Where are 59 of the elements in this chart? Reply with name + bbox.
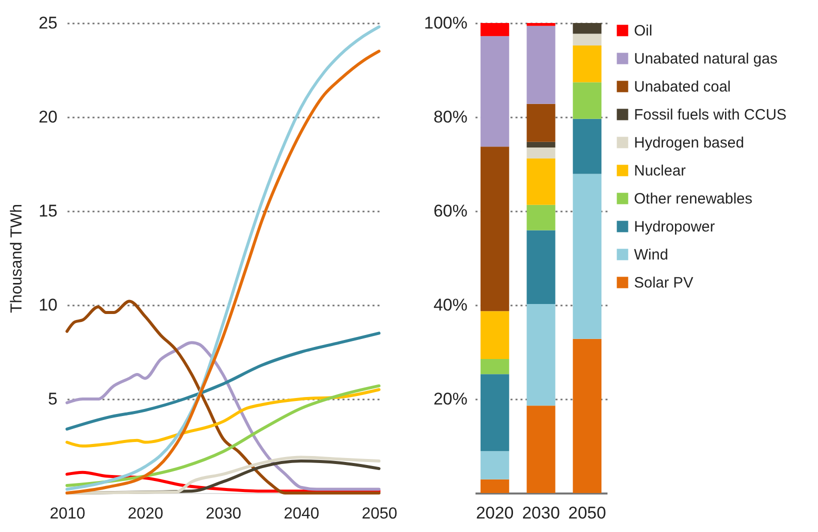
x-tick-label: 2040 [284,506,320,522]
legend-label: Nuclear [634,162,686,180]
bar [480,146,510,312]
legend-label: Unabated coal [634,78,731,96]
bar [526,406,556,493]
y-tick-label: 15 [38,202,58,220]
bar [480,311,510,360]
bar [526,26,556,104]
x-tick-label: 2020 [128,506,164,522]
y-axis-title: Thousand TWh [8,204,26,314]
bar [572,174,602,339]
bar [526,142,556,148]
x-tick-label: 2010 [50,506,86,522]
bar [480,374,510,452]
legend-label: Hydrogen based [634,134,744,152]
bar [526,158,556,205]
y-tick-label: 100% [424,14,468,32]
y-tick-label: 20% [433,390,468,408]
bar [526,23,556,26]
bar [526,304,556,406]
y-tick-label: 80% [433,108,468,126]
bar [526,148,556,158]
line-series [66,300,380,494]
y-tick-label: 5 [48,390,58,408]
line-series [66,388,380,448]
x-tick-label: 2030 [522,504,560,522]
bar [526,104,556,142]
legend-label: Other renewables [634,190,752,208]
legend-label: Hydropower [634,218,715,236]
legend-label: Oil [634,22,652,40]
legend-label: Wind [634,246,668,264]
legend-label: Unabated natural gas [634,50,778,68]
bar [526,230,556,304]
y-tick-label: 25 [38,14,58,32]
line-series [66,341,380,491]
y-tick-label: 40% [433,296,468,314]
bar [526,204,556,230]
x-tick-label: 2050 [568,504,606,522]
bar [480,359,510,374]
bar [572,118,602,174]
bar [572,338,602,493]
bar [480,23,510,36]
bar [572,46,602,82]
bar [480,36,510,147]
y-tick-label: 60% [433,202,468,220]
bar [480,451,510,480]
line-series [66,332,380,431]
x-tick-label: 2050 [362,506,398,522]
bar [572,34,602,46]
line-series [66,384,380,487]
legend-label: Fossil fuels with CCUS [634,106,787,124]
x-tick-label: 2030 [206,506,242,522]
y-tick-label: 10 [38,296,58,314]
bar [572,23,602,34]
y-tick-label: 20 [38,108,58,126]
legend-label: Solar PV [634,274,694,292]
x-tick-label: 2020 [476,504,514,522]
bar [480,479,510,493]
bar [572,82,602,119]
